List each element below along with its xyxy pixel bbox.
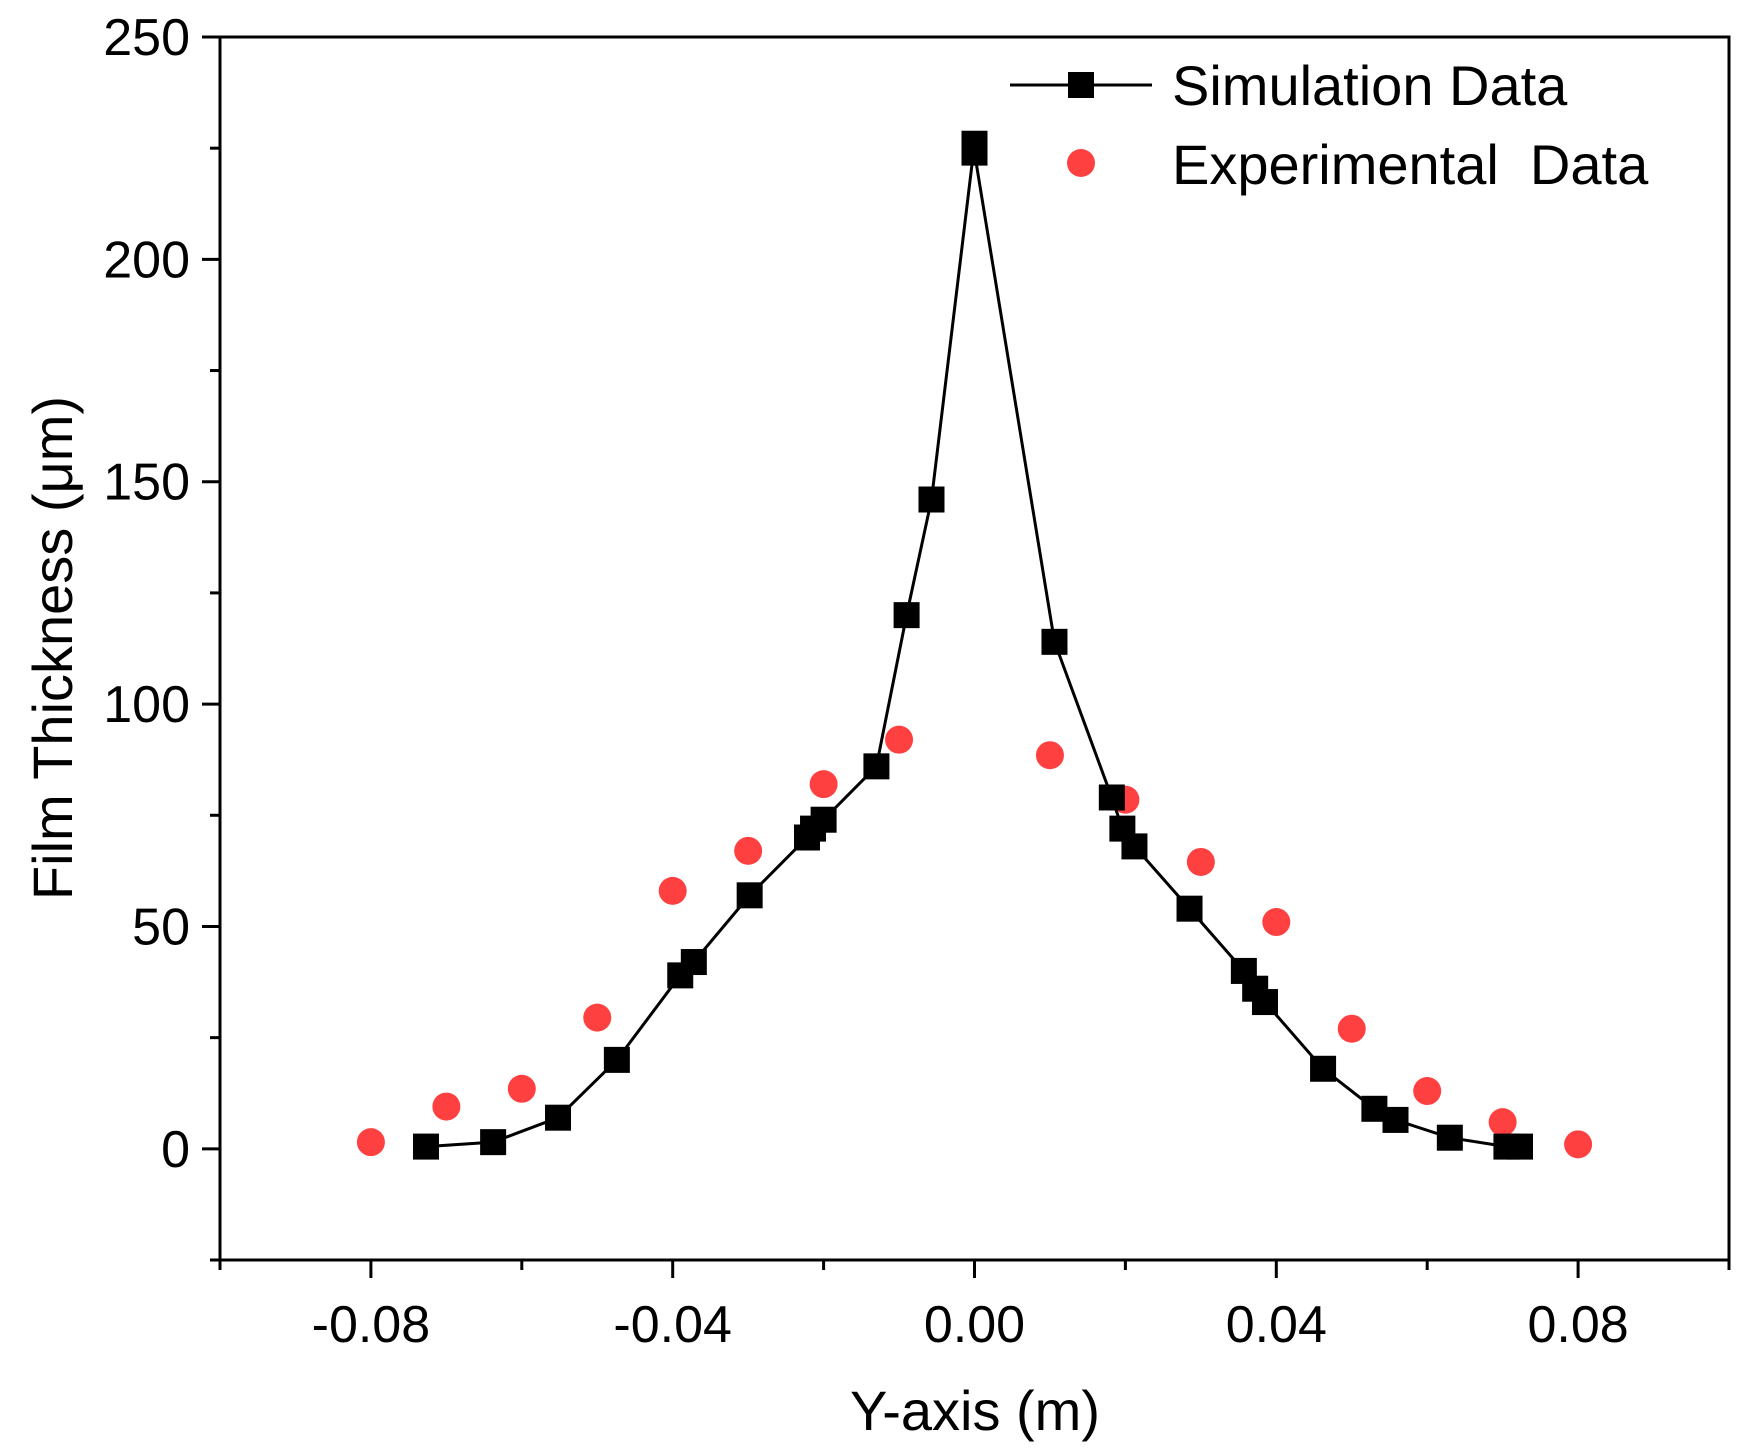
experimental-data-point [1035, 741, 1064, 770]
simulation-data-point [1251, 989, 1278, 1016]
y-tick-label: 150 [103, 454, 190, 512]
y-tick-label: 200 [103, 231, 190, 289]
experimental-data-point [809, 770, 838, 799]
y-tick-label: 50 [132, 898, 190, 956]
simulation-data-point [893, 602, 920, 629]
simulation-data-point [1382, 1106, 1409, 1133]
experimental-data-point [885, 725, 914, 754]
simulation-data-point [1436, 1124, 1463, 1151]
x-tick-label: 0.04 [1226, 1296, 1327, 1354]
x-tick-label: -0.08 [312, 1296, 431, 1354]
simulation-data-point [1176, 895, 1203, 922]
experimental-data-point [583, 1003, 612, 1032]
series-layer [356, 130, 1593, 1160]
y-axis-title: Film Thickness (μm) [21, 396, 84, 900]
x-tick-label: -0.04 [613, 1296, 732, 1354]
simulation-data-point [810, 806, 837, 833]
experimental-data-point [507, 1074, 536, 1103]
legend-marker-experimental [1067, 149, 1095, 177]
experimental-data-point [658, 876, 687, 905]
experimental-data-point [356, 1128, 385, 1157]
simulation-data-point [863, 753, 890, 780]
y-tick-label: 250 [103, 9, 190, 67]
simulation-data-point [412, 1133, 439, 1160]
x-tick-label: 0.08 [1527, 1296, 1628, 1354]
legend-label-experimental: Experimental Data [1172, 133, 1649, 196]
simulation-data-point [603, 1046, 630, 1073]
axis-ticks [202, 35, 1731, 1278]
y-tick-labels: 0 50 100 150 200 250 [103, 9, 190, 1179]
x-axis-title: Y-axis (m) [850, 1379, 1100, 1442]
simulation-data-point [918, 486, 945, 513]
simulation-data-line [425, 143, 1520, 1149]
simulation-data-point [1310, 1055, 1337, 1082]
simulation-data-point [680, 949, 707, 976]
experimental-data-point [1262, 908, 1291, 937]
plot-area-frame [218, 35, 1731, 1262]
simulation-data-point [1041, 628, 1068, 655]
experimental-data-point [1564, 1130, 1593, 1159]
simulation-data-point [1507, 1133, 1534, 1160]
experimental-data-point [1186, 847, 1215, 876]
simulation-data-point [961, 139, 988, 166]
experimental-data-point [734, 836, 763, 865]
simulation-data-point [1121, 833, 1148, 860]
x-tick-labels: -0.08 -0.04 0.00 0.04 0.08 [312, 1296, 1629, 1354]
y-tick-label: 100 [103, 676, 190, 734]
legend-marker-simulation [1068, 72, 1094, 98]
experimental-data-point [1488, 1108, 1517, 1137]
experimental-data-point [1337, 1014, 1366, 1043]
simulation-data-point [736, 882, 763, 909]
simulation-data-point [545, 1104, 572, 1131]
simulation-data-point [1098, 784, 1125, 811]
legend: Simulation Data Experimental Data [1010, 54, 1649, 196]
legend-label-simulation: Simulation Data [1172, 54, 1568, 117]
experimental-data-point [1413, 1077, 1442, 1106]
experimental-data-point [432, 1092, 461, 1121]
simulation-data-point [480, 1129, 507, 1156]
y-tick-label: 0 [161, 1121, 190, 1179]
x-tick-label: 0.00 [924, 1296, 1025, 1354]
